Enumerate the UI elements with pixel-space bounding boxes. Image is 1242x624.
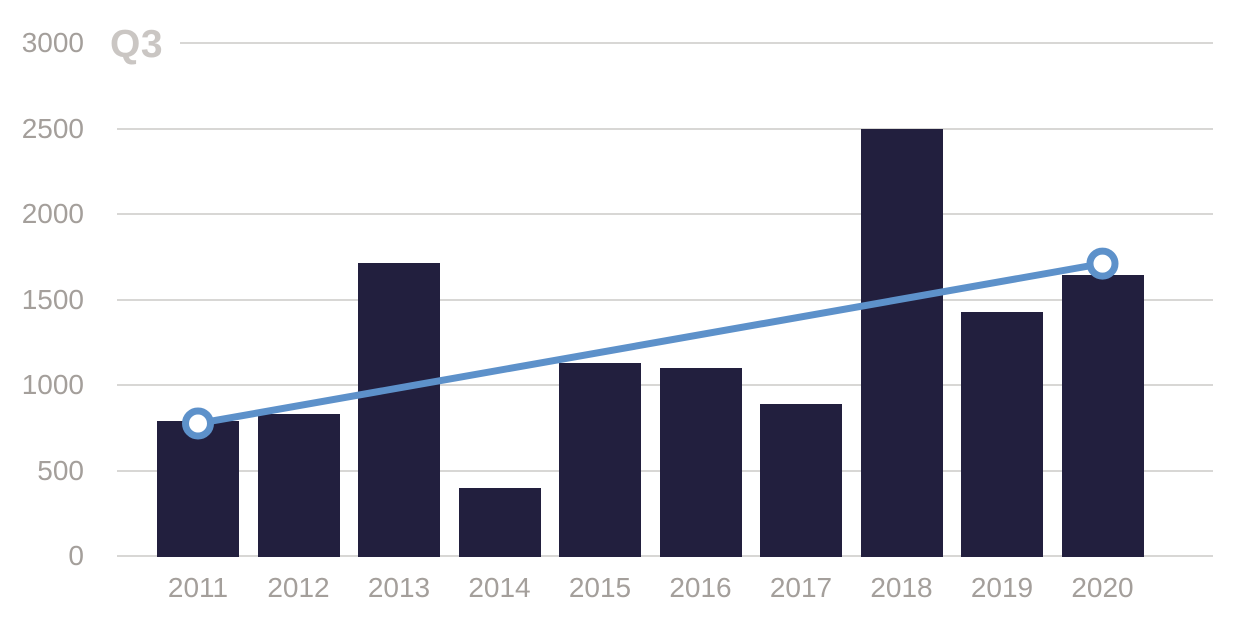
x-axis-tick-label: 2019 bbox=[970, 572, 1034, 603]
x-axis-tick-label: 2020 bbox=[1071, 572, 1134, 603]
x-axis-tick-label: 2014 bbox=[468, 572, 531, 603]
bar-2020 bbox=[1061, 274, 1144, 557]
bar-2012 bbox=[257, 414, 340, 557]
bar-2016 bbox=[659, 367, 742, 557]
x-axis-tick-label: 2012 bbox=[267, 572, 330, 603]
bar-2015 bbox=[559, 362, 641, 557]
chart-title: Q3 bbox=[110, 23, 164, 66]
bar-2011 bbox=[157, 420, 239, 557]
y-axis-tick-label: 1500 bbox=[21, 283, 84, 315]
gridline bbox=[117, 298, 1213, 301]
bar-2019 bbox=[961, 312, 1043, 557]
x-axis-tick-label: 2015 bbox=[568, 572, 632, 603]
y-axis-tick-label: 2000 bbox=[21, 198, 84, 229]
gridline bbox=[117, 213, 1213, 215]
bar-2013 bbox=[358, 262, 440, 557]
x-axis-tick-label: 2018 bbox=[870, 572, 933, 603]
bar-2018 bbox=[860, 128, 943, 557]
x-axis-tick-label: 2013 bbox=[367, 572, 431, 603]
y-axis-tick-label: 500 bbox=[37, 454, 84, 486]
bar-2014 bbox=[458, 488, 541, 557]
x-axis-tick-label: 2011 bbox=[167, 572, 229, 603]
y-axis-tick-label: 2500 bbox=[21, 112, 84, 144]
y-axis-tick-label: 1000 bbox=[21, 369, 84, 400]
gridline bbox=[117, 127, 1213, 130]
y-axis-tick-label: 0 bbox=[68, 540, 84, 571]
gridline bbox=[180, 42, 1213, 44]
y-axis-tick-label: 3000 bbox=[21, 27, 84, 58]
x-axis-tick-label: 2016 bbox=[669, 572, 732, 603]
bar-2017 bbox=[760, 403, 842, 557]
x-axis-tick-label: 2017 bbox=[769, 572, 833, 603]
